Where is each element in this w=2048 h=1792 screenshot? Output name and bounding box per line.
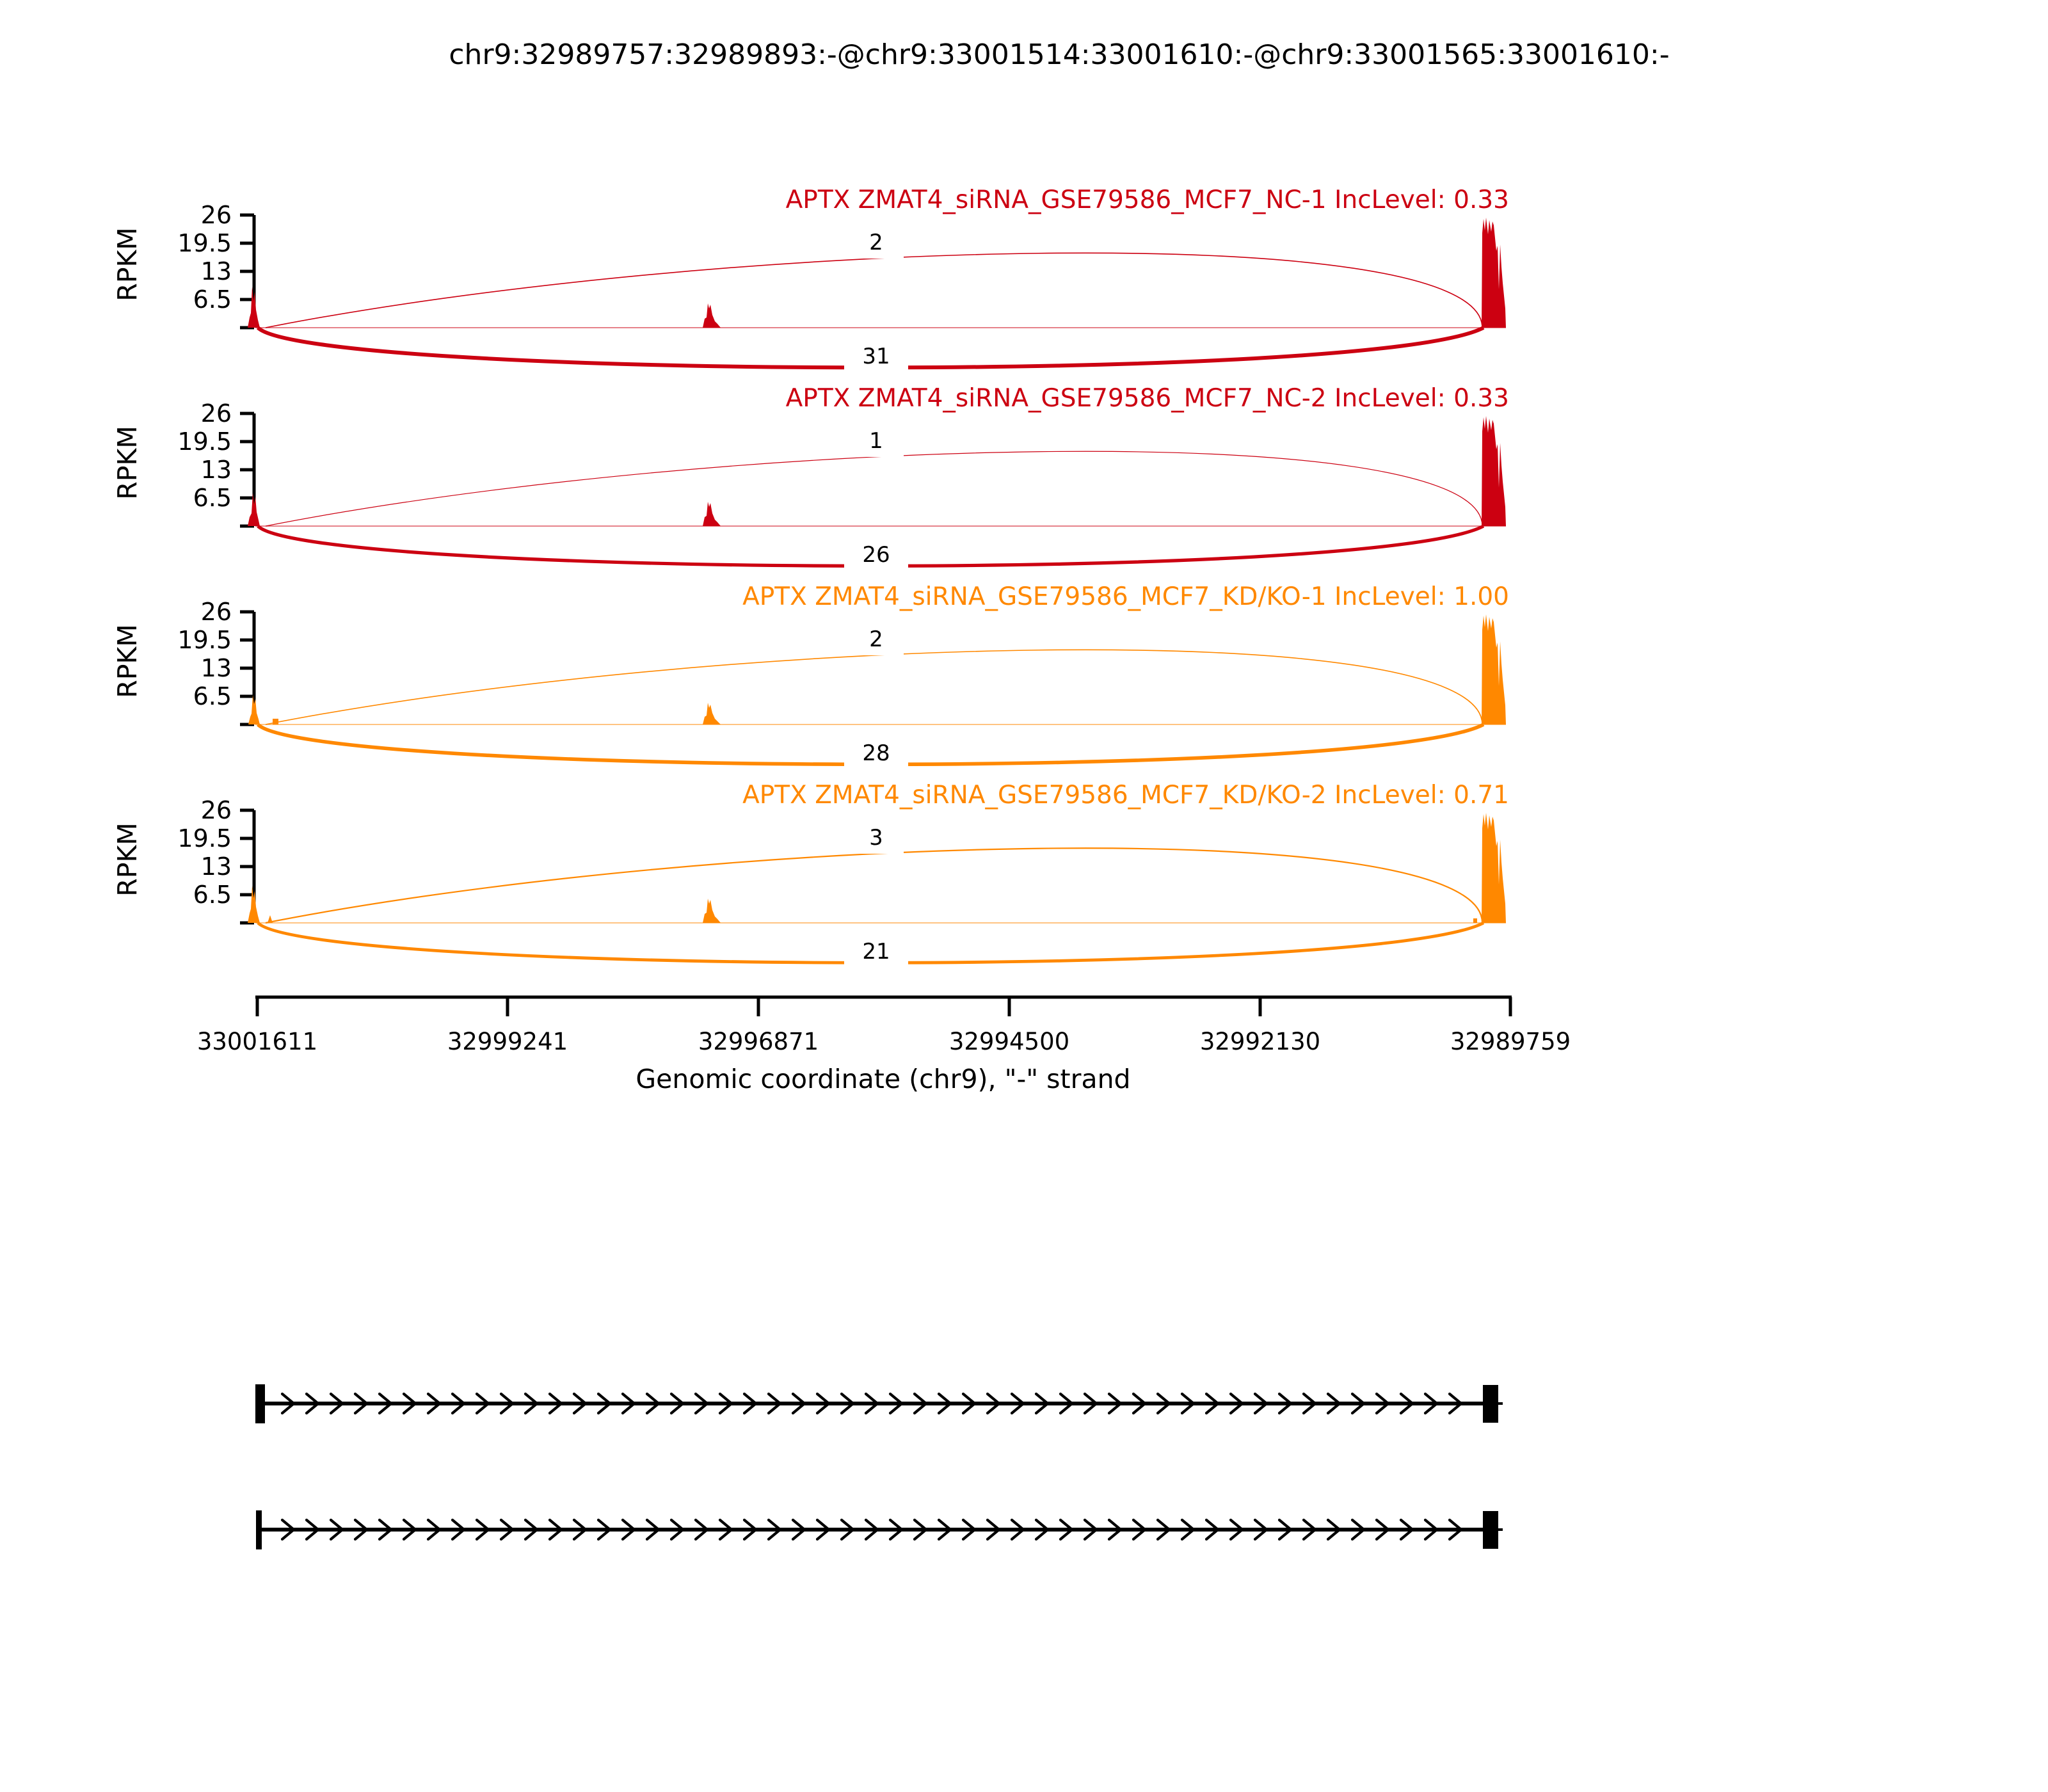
junction-count-lower: 26 bbox=[862, 542, 890, 568]
track-kdko2: 26 19.5 13 6.5 RPKM APTX ZMAT4_siRNA_GSE… bbox=[112, 781, 1509, 965]
x-axis: 33001611 32999241 32996871 32994500 3299… bbox=[197, 995, 1571, 1094]
coverage-middle-exon bbox=[703, 899, 721, 923]
junction-label-bg bbox=[844, 342, 908, 370]
y-tick-label: 19.5 bbox=[177, 428, 232, 456]
coverage-left-exon bbox=[248, 493, 260, 526]
exon-block-left bbox=[255, 1384, 265, 1423]
y-tick-label: 19.5 bbox=[177, 626, 232, 654]
junction-label-bg bbox=[849, 424, 904, 457]
junction-count-upper: 2 bbox=[869, 627, 883, 652]
exon-block-right bbox=[1483, 1385, 1498, 1423]
junction-label-bg bbox=[849, 820, 904, 854]
track-title: APTX ZMAT4_siRNA_GSE79586_MCF7_KD/KO-1 I… bbox=[742, 582, 1509, 611]
y-tick-label: 26 bbox=[201, 796, 232, 824]
rpkm-axis-label: RPKM bbox=[112, 822, 143, 896]
y-axis bbox=[240, 610, 256, 726]
coverage-right-exon bbox=[1482, 813, 1506, 923]
y-tick-label: 6.5 bbox=[193, 881, 232, 909]
x-tick-label: 32999241 bbox=[447, 1028, 568, 1055]
y-tick-label: 13 bbox=[201, 654, 232, 682]
junction-count-upper: 1 bbox=[869, 428, 883, 454]
coverage-right-exon bbox=[1482, 218, 1506, 328]
inclusion-junction-arc bbox=[265, 451, 1483, 527]
y-tick-label: 19.5 bbox=[177, 229, 232, 257]
y-axis bbox=[240, 808, 256, 925]
gene-model-isoform-1 bbox=[255, 1384, 1503, 1423]
junction-count-lower: 21 bbox=[862, 939, 890, 964]
junction-label-bg bbox=[844, 739, 908, 767]
coverage-right-exon bbox=[1482, 416, 1506, 526]
x-axis-ticks bbox=[255, 997, 1512, 1016]
y-tick-label: 6.5 bbox=[193, 285, 232, 314]
x-tick-label: 32992130 bbox=[1200, 1028, 1320, 1055]
track-nc1: 26 19.5 13 6.5 RPKM APTX ZMAT4_siRNA_GSE… bbox=[112, 186, 1509, 370]
coverage-middle-exon bbox=[703, 502, 721, 526]
coverage-left-exon bbox=[248, 886, 260, 923]
coverage-dot bbox=[273, 719, 278, 724]
plot-title: chr9:32989757:32989893:-@chr9:33001514:3… bbox=[449, 38, 1669, 71]
y-tick-label: 19.5 bbox=[177, 824, 232, 852]
strand-direction-arrows bbox=[276, 1510, 1471, 1549]
junction-label-bg bbox=[849, 622, 904, 655]
x-axis-title: Genomic coordinate (chr9), "-" strand bbox=[636, 1064, 1130, 1094]
y-axis bbox=[240, 412, 256, 528]
x-tick-label: 32994500 bbox=[949, 1028, 1069, 1055]
strand-direction-arrows bbox=[276, 1384, 1471, 1423]
track-title: APTX ZMAT4_siRNA_GSE79586_MCF7_NC-1 IncL… bbox=[786, 186, 1509, 214]
rpkm-axis-label: RPKM bbox=[112, 624, 143, 698]
coverage-middle-exon bbox=[703, 303, 721, 328]
y-tick-label: 26 bbox=[201, 399, 232, 428]
track-kdko1: 26 19.5 13 6.5 RPKM APTX ZMAT4_siRNA_GSE… bbox=[112, 582, 1509, 767]
junction-label-bg bbox=[849, 225, 904, 259]
x-tick-label: 33001611 bbox=[197, 1028, 317, 1055]
inclusion-junction-arc bbox=[265, 649, 1483, 725]
track-nc2: 26 19.5 13 6.5 RPKM APTX ZMAT4_siRNA_GSE… bbox=[112, 384, 1509, 568]
x-tick-label: 32989759 bbox=[1450, 1028, 1571, 1055]
x-tick-label: 32996871 bbox=[698, 1028, 819, 1055]
rpkm-axis-label: RPKM bbox=[112, 426, 143, 499]
y-tick-label: 26 bbox=[201, 598, 232, 626]
y-tick-label: 13 bbox=[201, 257, 232, 285]
y-tick-label: 13 bbox=[201, 456, 232, 484]
coverage-bump bbox=[268, 915, 273, 923]
y-tick-label: 13 bbox=[201, 852, 232, 881]
coverage-left-exon bbox=[248, 695, 260, 724]
gene-model-isoform-2 bbox=[256, 1510, 1503, 1549]
inclusion-junction-arc bbox=[265, 252, 1483, 328]
coverage-dot bbox=[1473, 918, 1477, 923]
junction-label-bg bbox=[844, 937, 908, 965]
junction-count-upper: 2 bbox=[869, 230, 883, 255]
junction-label-bg bbox=[844, 540, 908, 568]
y-tick-label: 26 bbox=[201, 201, 232, 229]
rpkm-axis-label: RPKM bbox=[112, 227, 143, 301]
y-tick-label: 6.5 bbox=[193, 682, 232, 710]
coverage-middle-exon bbox=[703, 703, 721, 724]
y-axis bbox=[240, 213, 256, 330]
exon-block-left bbox=[256, 1510, 262, 1549]
y-tick-label: 6.5 bbox=[193, 484, 232, 512]
junction-count-lower: 31 bbox=[862, 344, 890, 369]
track-title: APTX ZMAT4_siRNA_GSE79586_MCF7_KD/KO-2 I… bbox=[742, 781, 1509, 810]
exon-block-right bbox=[1483, 1511, 1498, 1549]
coverage-right-exon bbox=[1482, 614, 1506, 724]
coverage-left-exon bbox=[248, 287, 260, 328]
junction-count-lower: 28 bbox=[862, 740, 890, 766]
inclusion-junction-arc bbox=[265, 847, 1484, 924]
track-title: APTX ZMAT4_siRNA_GSE79586_MCF7_NC-2 IncL… bbox=[786, 384, 1509, 413]
junction-count-upper: 3 bbox=[869, 825, 883, 851]
